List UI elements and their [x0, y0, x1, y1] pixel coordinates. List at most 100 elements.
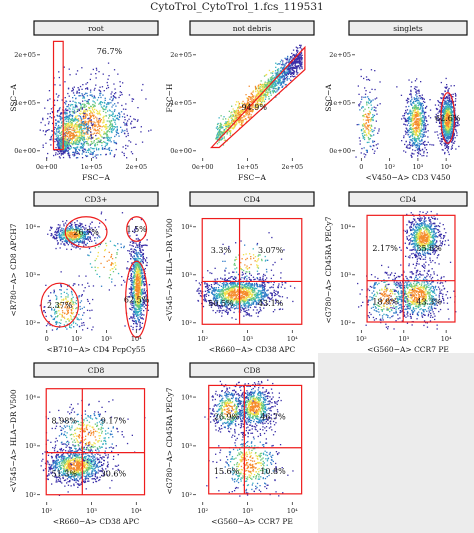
y-tick-label: 1e+05: [14, 99, 36, 107]
gate-quadrant-frame: [366, 214, 456, 323]
y-tick-label: 10⁴: [340, 223, 351, 231]
y-axis-title: <R780−A> CD8 APCH7: [9, 223, 18, 316]
x-axis-title: <R660−A> CD38 APC: [53, 517, 140, 526]
gate-label: 3.07%: [258, 246, 284, 255]
gate-label: 10.8%: [260, 467, 286, 476]
chart-panel: CD3+ 26.7% 1.5% 2.37% 62.5% 0 10² 10³ 10⁴ 10² 10³ 1…: [9, 191, 159, 354]
gate-label: 26.9%: [214, 413, 240, 422]
y-tick-label: 2e+05: [14, 51, 36, 59]
y-tick-label: 10²: [181, 319, 192, 327]
chart-panel: CD4 3.3% 3.07% 50.5% 43.1% 10² 10³ 10⁴ 10² 10³ 10⁴…: [165, 191, 315, 354]
y-tick-label: 2e+05: [329, 51, 351, 59]
panel-name: CD3+: [85, 195, 108, 204]
gate-polygon: [210, 45, 306, 149]
x-tick-label: 10²: [41, 507, 52, 515]
plot-area: [355, 210, 461, 330]
x-axis-title: <R660−A> CD38 APC: [209, 345, 296, 354]
chart-panel: not debris 94.9% 0e+00 1e+05 2e+05 0e+00 1e+05…: [165, 20, 315, 182]
gate-label: 62.5%: [124, 295, 150, 304]
y-tick-label: 10⁴: [25, 393, 36, 401]
panel-name: not debris: [233, 24, 272, 33]
chart-panel: root 76.7% 0e+00 1e+05 2e+05 0e+00 1e+05 2e+05 F…: [9, 20, 159, 182]
gate-rectangle: [52, 40, 64, 151]
x-tick-label: 1e+05: [237, 163, 259, 171]
gate-quadrant-frame: [45, 388, 146, 496]
x-axis-title: <G560−A> CCR7 PE: [367, 345, 449, 354]
gate-label: 3.3%: [211, 246, 232, 255]
gate-label: 43.3%: [416, 297, 442, 306]
panel-strip: [33, 362, 159, 378]
panel-name: CD4: [244, 195, 261, 204]
x-tick-label: 10²: [197, 507, 208, 515]
y-tick-label: 10³: [181, 271, 192, 279]
gate-ellipse: [126, 216, 148, 242]
scatter-points: [357, 210, 457, 330]
plot-area: [196, 380, 308, 502]
gate-label: 46.7%: [260, 413, 286, 422]
x-axis-title: <G560−A> CCR7 PE: [211, 517, 293, 526]
x-tick-label: 10³: [242, 335, 253, 343]
panel-strip: [348, 191, 468, 207]
y-tick-label: 10²: [340, 319, 351, 327]
chart-panel: singlets 62.6% 0 10² 10³ 10⁴ 0e+00 1e+05 2e+05 <V…: [324, 20, 468, 182]
panel-strip: [33, 20, 159, 36]
gate-label: 9.17%: [101, 417, 127, 426]
x-tick-label: 10³: [86, 507, 97, 515]
scatter-points: [355, 68, 460, 158]
chart-panel: CD8 8.98% 9.17% 51.3% 30.6% 10² 10³ 10⁴ 10² 10³ 10…: [9, 362, 159, 526]
x-tick-label: 10²: [197, 335, 208, 343]
panel-name: root: [88, 24, 104, 33]
gate-label: 2.37%: [47, 301, 73, 310]
y-tick-label: 0e+00: [14, 147, 36, 155]
gate-label: 15.6%: [214, 467, 240, 476]
y-axis-title: <G780−A> CD45RA PECy7: [324, 216, 333, 323]
y-tick-label: 1e+05: [329, 99, 351, 107]
y-axis-title: <V545−A> HLA−DR V500: [165, 218, 174, 322]
gate-label: 2.17%: [372, 244, 398, 253]
x-tick-label: 10⁴: [441, 163, 452, 171]
x-tick-label: 10⁴: [131, 507, 142, 515]
gate-label: 1.5%: [126, 225, 147, 234]
x-tick-label: 0e+00: [192, 163, 214, 171]
panel-name: CD8: [244, 366, 261, 375]
panel-strip: [189, 362, 315, 378]
gate-label: 35.6%: [416, 244, 442, 253]
gate-label: 51.3%: [52, 470, 78, 479]
figure-title: CytoTrol_CytoTrol_1.fcs_119531: [150, 1, 324, 13]
y-tick-label: 10³: [25, 271, 36, 279]
flow-cytometry-gating-figure: root 76.7% 0e+00 1e+05 2e+05 0e+00 1e+05 2e+05 F…: [9, 20, 474, 533]
y-tick-label: 10³: [181, 442, 192, 450]
x-axis-title: FSC−A: [238, 173, 266, 182]
y-axis-title: FSC−H: [165, 83, 174, 112]
gate-label: 76.7%: [97, 47, 123, 56]
x-tick-label: 2e+05: [281, 163, 303, 171]
gate-quadrant-frame: [201, 217, 303, 325]
panel-name: singlets: [393, 24, 423, 33]
gate-label: 50.5%: [208, 299, 234, 308]
y-axis-title: SSC−A: [324, 84, 333, 112]
scatter-points: [39, 62, 152, 159]
y-tick-label: 2e+05: [170, 51, 192, 59]
x-tick-label: 10²: [384, 163, 395, 171]
gate-label: 30.6%: [101, 470, 127, 479]
panel-strip: [189, 191, 315, 207]
panel-name: CD4: [400, 195, 417, 204]
x-tick-label: 10⁴: [131, 335, 142, 343]
x-tick-label: 10⁴: [287, 335, 298, 343]
gate-ellipse: [440, 92, 456, 144]
x-axis-title: <B710−A> CD4 PcpCy55: [47, 345, 146, 354]
x-tick-label: 10⁴: [287, 507, 298, 515]
y-tick-label: 10⁴: [181, 393, 192, 401]
y-tick-label: 10²: [25, 319, 36, 327]
y-tick-label: 10³: [340, 271, 351, 279]
y-tick-label: 10⁴: [181, 223, 192, 231]
x-tick-label: 10²: [356, 335, 367, 343]
gate-ellipse: [40, 282, 80, 328]
plot-area: [196, 210, 308, 330]
gate-label: 62.6%: [435, 114, 461, 123]
y-tick-label: 10²: [181, 491, 192, 499]
y-axis-title: <G780−A> CD45RA PECy7: [165, 387, 174, 494]
panel-strip: [189, 20, 315, 36]
gate-ellipse: [125, 260, 149, 338]
gate-label: 43.1%: [258, 299, 284, 308]
